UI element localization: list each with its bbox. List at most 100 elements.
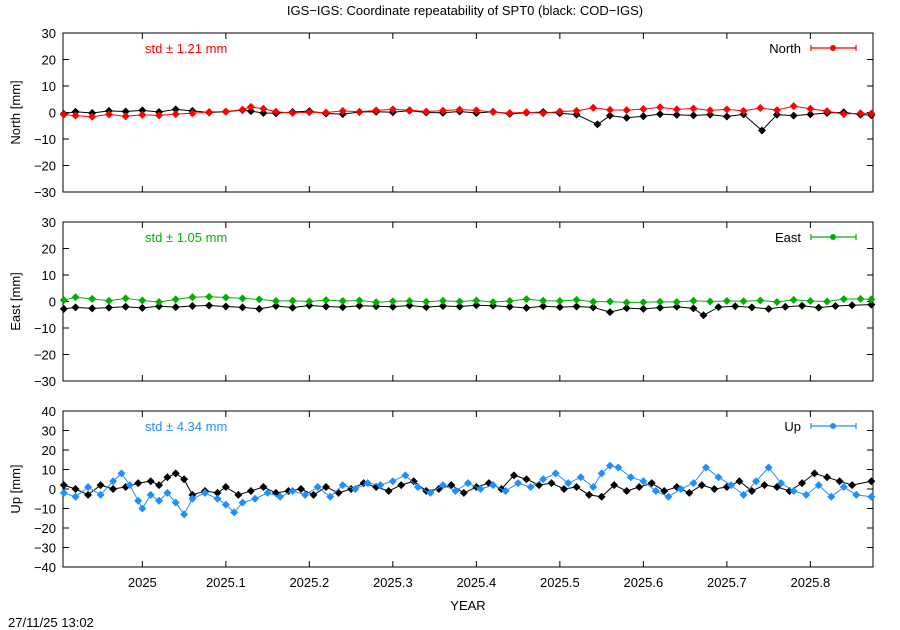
x-tick-label: 2025.3 [373, 575, 413, 590]
data-point [593, 120, 602, 129]
data-point [355, 107, 364, 116]
legend-marker [830, 234, 836, 240]
data-point [84, 490, 93, 499]
data-point [789, 111, 798, 120]
data-point [59, 110, 68, 119]
data-point [622, 486, 631, 495]
data-point [121, 302, 130, 311]
data-point [88, 294, 97, 303]
data-point [221, 302, 230, 311]
y-tick-label: 10 [42, 463, 56, 478]
data-point [351, 485, 360, 493]
data-point [539, 296, 548, 305]
data-point [171, 295, 180, 304]
y-axis-label: East [mm] [8, 272, 23, 331]
data-point [455, 105, 464, 114]
data-point [171, 469, 180, 478]
y-tick-label: 40 [42, 404, 56, 419]
data-point [509, 471, 518, 480]
data-point [171, 110, 180, 119]
y-tick-label: 10 [42, 79, 56, 94]
data-point [251, 494, 260, 503]
data-point [489, 298, 498, 307]
x-tick-label: 2025.7 [707, 575, 747, 590]
data-point [84, 483, 93, 492]
data-point [597, 492, 606, 501]
data-point [409, 477, 418, 486]
data-point [188, 302, 197, 311]
y-tick-label: −20 [34, 159, 56, 174]
data-point [547, 479, 556, 488]
data-point [255, 304, 264, 313]
data-point [605, 111, 614, 120]
panel-east: −30 −20 −10 0 10 20 30 East [mm] std ± 1.05 mm Ea… [8, 215, 876, 389]
data-point [397, 481, 406, 490]
data-point [259, 109, 268, 118]
data-point [155, 302, 164, 311]
data-point [810, 469, 819, 478]
data-point [138, 106, 147, 115]
y-tick-label: 10 [42, 268, 56, 283]
data-point [739, 106, 748, 115]
y-tick-label: −20 [34, 521, 56, 536]
data-point [422, 303, 431, 312]
timestamp: 27/11/25 13:02 [8, 615, 94, 630]
data-point [772, 106, 781, 115]
data-point [109, 477, 118, 486]
data-point [59, 296, 68, 305]
data-point [867, 477, 876, 486]
data-point [200, 488, 209, 497]
data-point [238, 294, 247, 303]
x-tick-label: 2025.5 [540, 575, 580, 590]
data-point [781, 302, 790, 311]
data-point [313, 483, 322, 492]
data-point [585, 490, 594, 499]
data-point [764, 304, 773, 313]
data-point [138, 110, 147, 119]
legend-label: East [775, 230, 801, 245]
y-tick-label: 20 [42, 53, 56, 68]
data-point [117, 469, 126, 478]
y-tick-label: −10 [34, 502, 56, 517]
data-point [121, 294, 130, 303]
data-point [572, 106, 581, 115]
data-point [134, 479, 143, 488]
data-point [697, 481, 706, 490]
data-point [372, 298, 381, 307]
data-point [610, 481, 619, 490]
data-point [376, 481, 385, 490]
data-point [867, 300, 876, 309]
data-point [121, 107, 130, 116]
data-point [246, 486, 255, 495]
data-point [155, 111, 164, 120]
std-annotation: std ± 4.34 mm [145, 419, 227, 434]
data-point [422, 107, 431, 116]
data-point [622, 106, 631, 115]
data-point [121, 112, 130, 121]
series-east [59, 292, 876, 307]
data-point [505, 109, 514, 118]
data-point [839, 110, 848, 119]
data-point [689, 296, 698, 305]
data-point [234, 490, 243, 499]
data-point [322, 108, 331, 117]
data-point [806, 296, 815, 305]
data-point [622, 304, 631, 313]
data-point [639, 304, 648, 313]
data-point [59, 481, 68, 490]
data-point [230, 508, 239, 517]
data-point [305, 297, 314, 306]
data-point [322, 483, 331, 492]
std-annotation: std ± 1.21 mm [145, 41, 227, 56]
data-point [180, 510, 189, 519]
data-point [789, 295, 798, 304]
data-point [276, 492, 285, 501]
data-point [752, 477, 761, 486]
data-point [823, 297, 832, 306]
data-point [426, 488, 435, 497]
data-point [334, 488, 343, 497]
data-point [221, 483, 230, 492]
data-point [322, 296, 331, 305]
data-point [539, 475, 548, 484]
data-point [338, 106, 347, 115]
